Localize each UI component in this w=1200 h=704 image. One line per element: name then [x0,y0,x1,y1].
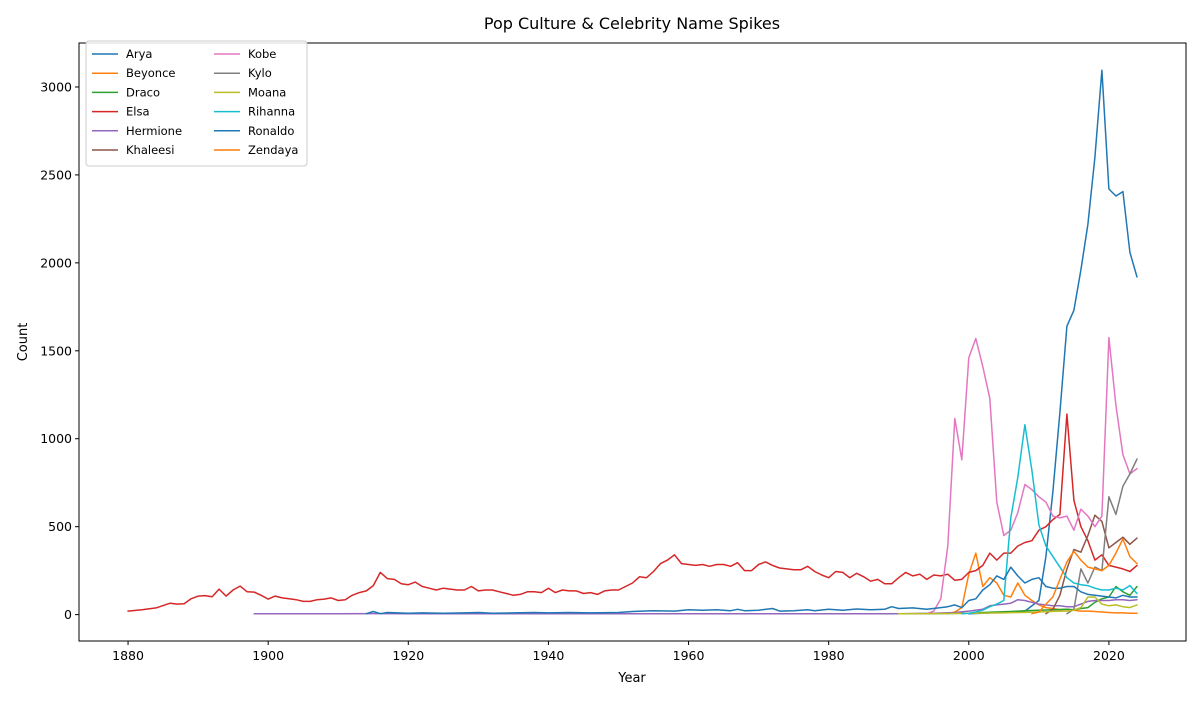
series-line-hermione [253,598,1138,615]
x-tick-label: 1960 [673,648,705,663]
legend-label-moana: Moana [248,85,286,99]
legend-label-draco: Draco [126,85,160,99]
x-axis: 1880 1900 1920 1940 1960 1980 2000 2020 [112,641,1125,663]
y-tick-label: 1000 [40,431,72,446]
chart-title: Pop Culture & Celebrity Name Spikes [484,14,780,33]
y-tick-label: 2500 [40,167,72,182]
plot-frame [78,42,1187,642]
legend: Arya Beyonce Draco Elsa Hermione Khaleesi Kobe… [85,40,308,167]
series-line-khaleesi [1045,514,1138,615]
legend-label-beyonce: Beyonce [126,66,176,80]
plot-lines [127,69,1138,615]
y-axis-title: Count [16,323,31,362]
legend-label-hermione: Hermione [126,124,182,138]
legend-label-ronaldo: Ronaldo [248,124,294,138]
x-tick-label: 1940 [533,648,565,663]
x-tick-label: 2020 [1093,648,1125,663]
series-line-moana [897,596,1138,615]
series-line-kobe [926,336,1138,615]
legend-box [85,40,308,167]
y-tick-label: 500 [48,519,72,534]
legend-label-rihanna: Rihanna [248,105,295,119]
legend-label-khaleesi: Khaleesi [126,143,174,157]
series-line-elsa [127,413,1138,612]
x-tick-label: 1900 [252,648,284,663]
y-tick-label: 0 [64,607,72,622]
legend-label-kylo: Kylo [248,66,272,80]
x-tick-label: 1980 [813,648,845,663]
y-tick-label: 2000 [40,255,72,270]
legend-label-arya: Arya [126,47,152,61]
series-line-zendaya [1031,538,1138,615]
series-line-arya [968,69,1138,615]
series-line-rihanna [961,423,1138,615]
x-axis-title: Year [617,671,646,686]
legend-label-elsa: Elsa [126,105,150,119]
series-line-ronaldo [365,566,1138,615]
y-tick-label: 1500 [40,343,72,358]
x-tick-label: 2000 [953,648,985,663]
legend-label-kobe: Kobe [248,47,276,61]
x-tick-label: 1920 [392,648,424,663]
legend-label-zendaya: Zendaya [248,143,298,157]
y-tick-label: 3000 [40,79,72,94]
y-axis: 0 500 1000 1500 2000 2500 3000 [40,79,79,622]
series-line-beyonce [947,552,1138,615]
x-tick-label: 1880 [112,648,144,663]
